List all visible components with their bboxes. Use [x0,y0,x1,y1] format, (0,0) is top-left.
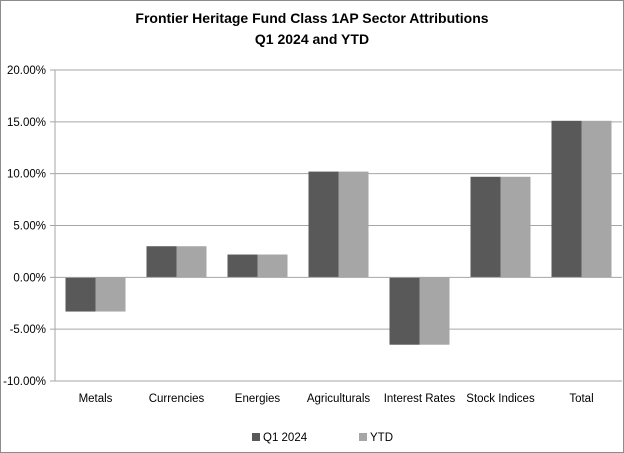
legend-label: Q1 2024 [263,432,308,444]
x-category-label: Currencies [149,393,205,405]
y-axis-ticks: -10.00% -5.00% 0.00% 5.00% 10.00% 15.00% 20.00… [3,65,46,388]
y-tick-label: 20.00% [7,65,46,77]
legend: Q1 2024 YTD [252,432,393,444]
y-tick-label: -10.00% [3,376,46,388]
bar-currencies-q1-2024 [146,246,177,278]
y-tick-label: 15.00% [7,117,46,129]
x-category-label: Interest Rates [384,393,456,405]
bar-agriculturals-ytd [338,171,369,278]
x-category-label: Metals [79,393,113,405]
bar-stock-indices-q1-2024 [470,176,501,278]
x-category-label: Stock Indices [466,393,535,405]
chart-title: Frontier Heritage Fund Class 1AP Sector … [135,10,488,26]
y-tick-label: 0.00% [13,272,46,284]
bars [65,120,612,345]
x-category-label: Total [569,393,593,405]
bar-currencies-ytd [176,246,207,278]
bar-metals-ytd [95,277,126,312]
bar-total-q1-2024 [551,120,582,278]
y-tick-label: 10.00% [7,169,46,181]
x-category-label: Agriculturals [307,393,371,405]
bar-interest-rates-q1-2024 [389,277,420,345]
bar-energies-ytd [257,254,288,278]
x-axis-categories: Metals Currencies Energies Agriculturals Int… [79,393,594,405]
bar-agriculturals-q1-2024 [308,171,339,278]
bar-energies-q1-2024 [227,254,258,278]
y-tick-label: -5.00% [10,324,46,336]
legend-swatch [359,433,367,441]
bar-total-ytd [581,120,612,278]
legend-swatch [252,433,260,441]
bar-metals-q1-2024 [65,277,96,312]
y-tick-label: 5.00% [13,221,46,233]
bar-interest-rates-ytd [419,277,450,345]
legend-label: YTD [370,432,393,444]
x-category-label: Energies [235,393,281,405]
chart-subtitle: Q1 2024 and YTD [255,31,369,47]
bar-stock-indices-ytd [500,176,531,278]
